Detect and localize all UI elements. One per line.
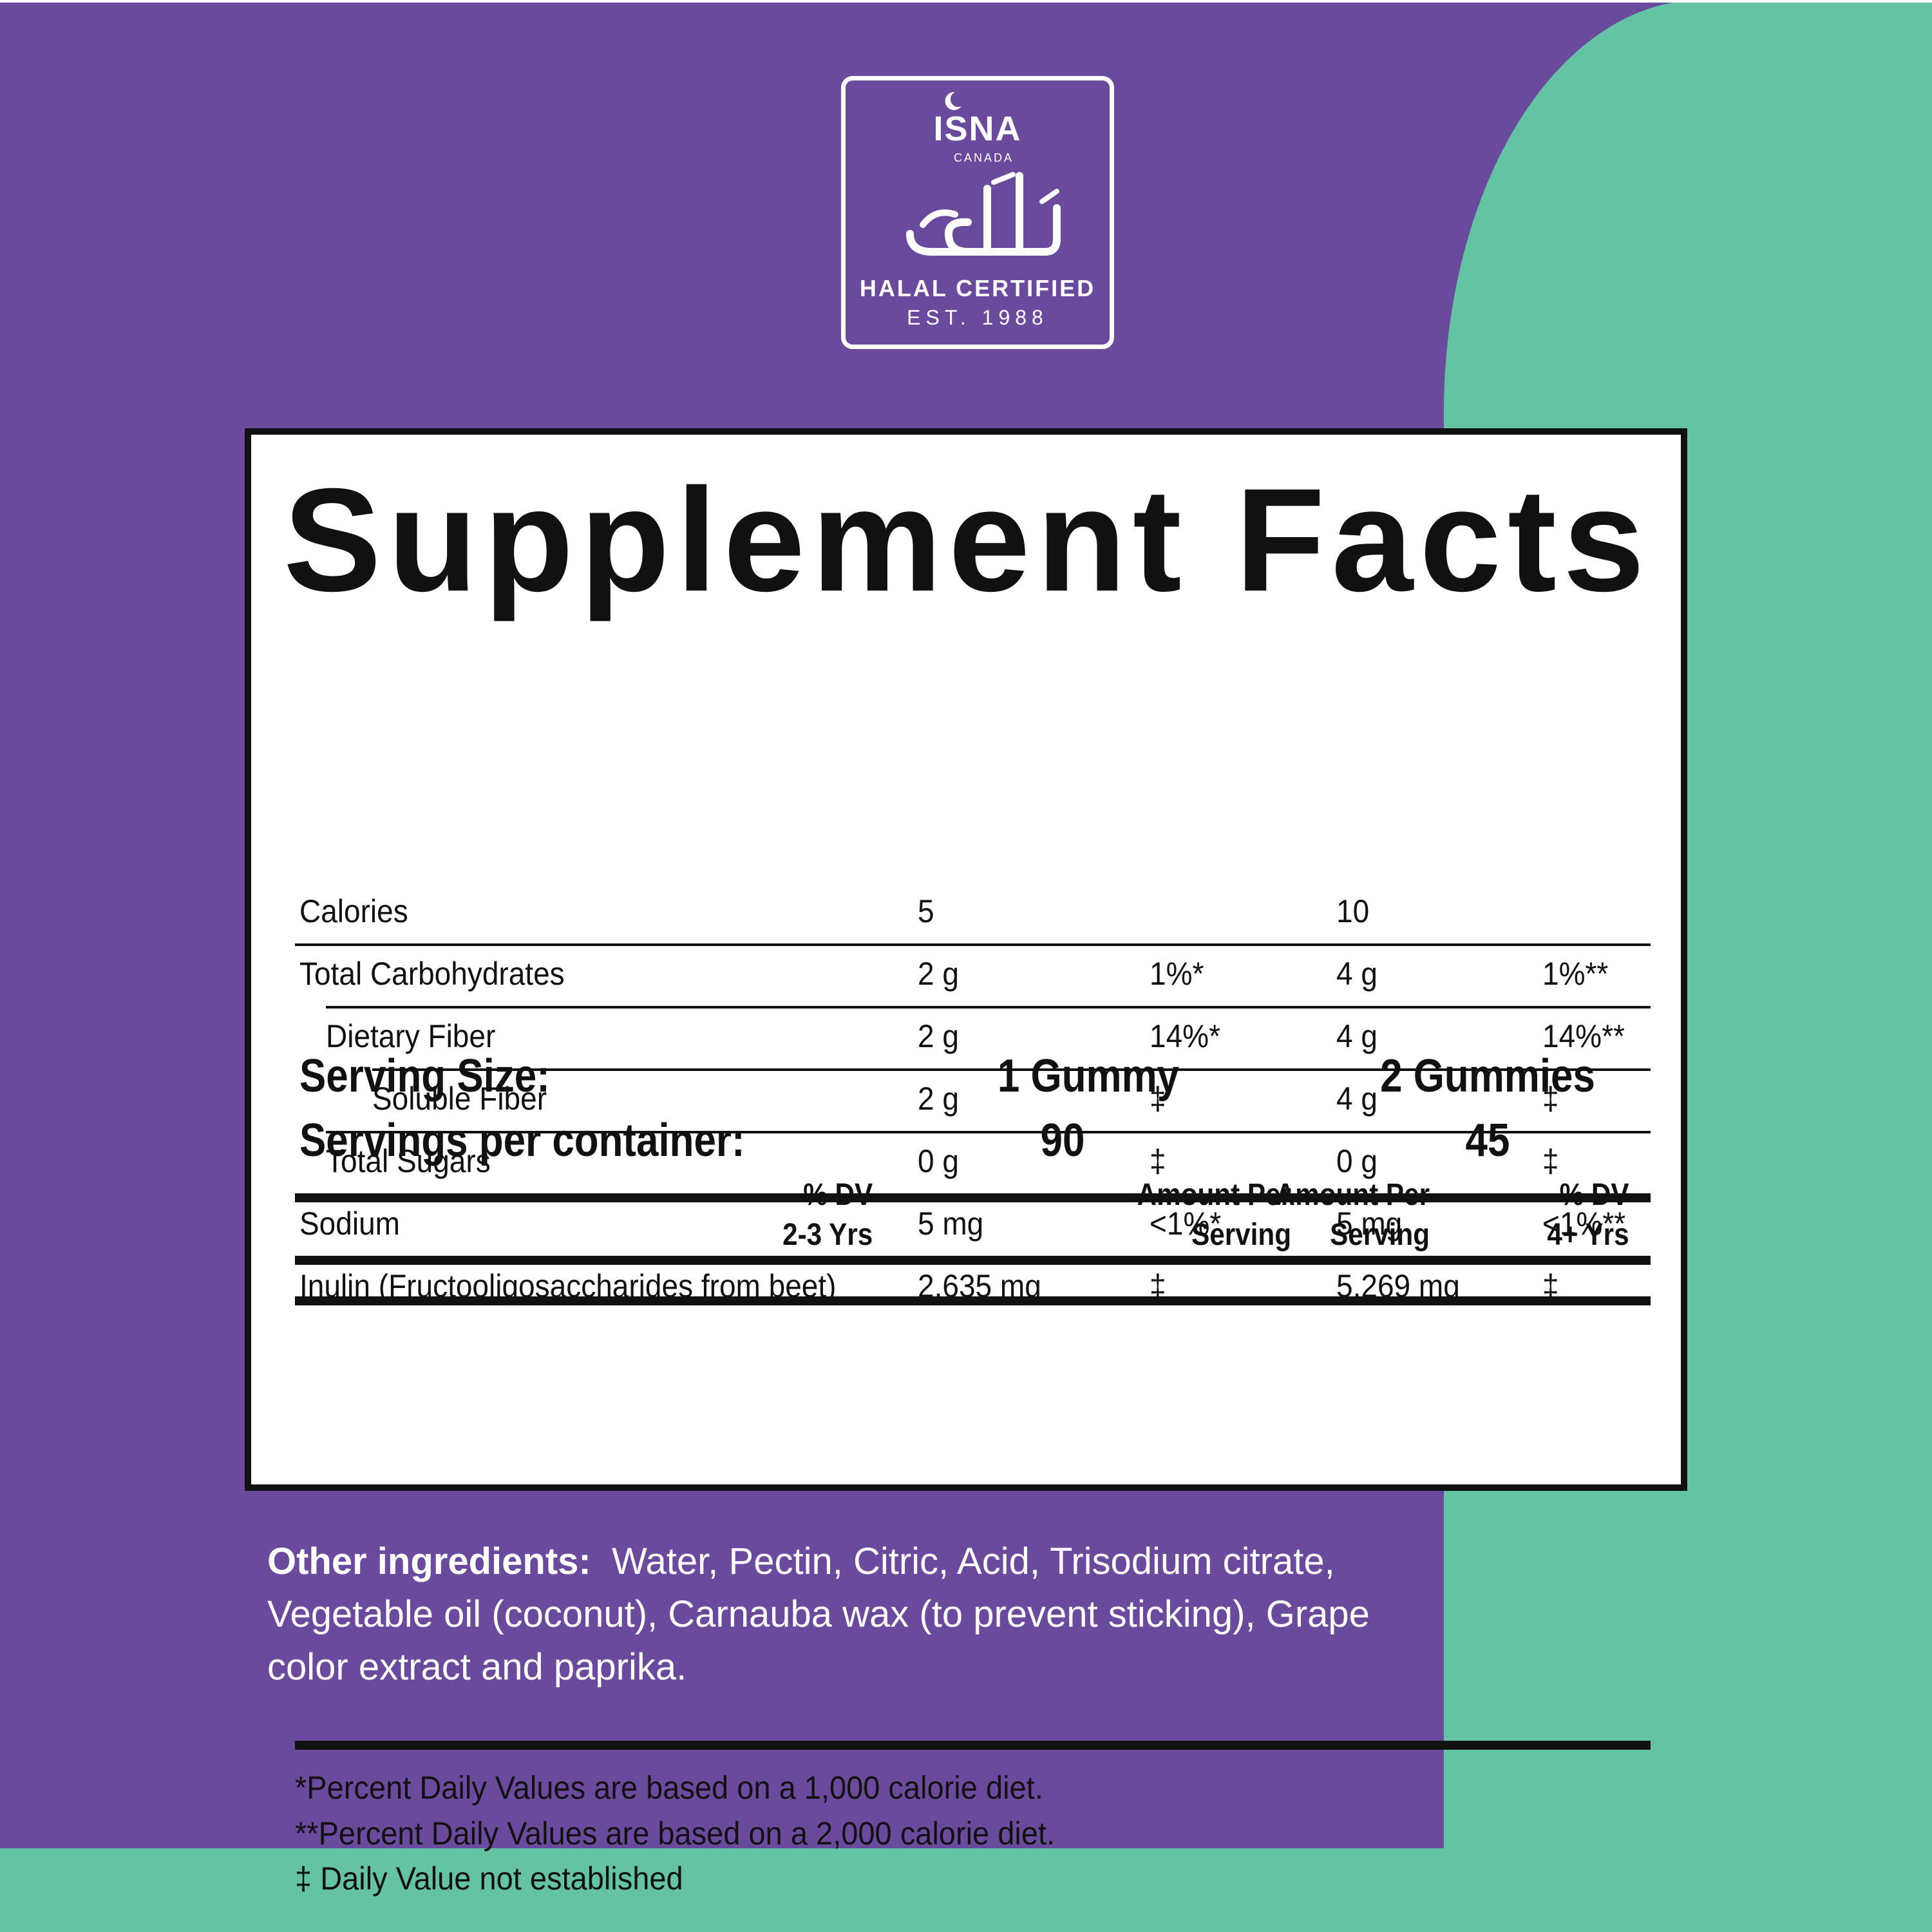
other-ingredients: Other ingredients: Water, Pectin, Citric…	[267, 1535, 1446, 1694]
crescent-moon-icon	[945, 91, 961, 110]
footnote-3: ‡ Daily Value not established	[295, 1861, 683, 1897]
row-amount-1: 2 g	[918, 956, 959, 992]
row-dv-2: ‡	[1542, 1268, 1559, 1304]
row-amount-2: 4 g	[1336, 1018, 1378, 1054]
row-amount-1: 0 g	[918, 1143, 959, 1179]
row-amount-1: 5	[918, 893, 934, 929]
row-dv-1: 14%*	[1150, 1018, 1220, 1054]
ingredients-label: Other ingredients:	[267, 1540, 591, 1582]
row-dv-1: ‡	[1150, 1268, 1166, 1304]
footnote-1: *Percent Daily Values are based on a 1,0…	[295, 1770, 1043, 1806]
row-dv-1: 1%*	[1150, 956, 1204, 992]
row-divider	[295, 1193, 1651, 1196]
row-name: Calories	[299, 893, 408, 929]
row-dv-1: ‡	[1150, 1081, 1166, 1117]
seal-est-text: EST. 1988	[907, 306, 1048, 329]
row-amount-2: 4 g	[1336, 956, 1378, 992]
serving-size-2: 2 Gummies	[1380, 1050, 1595, 1102]
row-name: Sodium	[299, 1206, 400, 1242]
row-amount-2: 4 g	[1336, 1081, 1378, 1117]
row-name: Inulin (Fructooligosaccharides from beet…	[299, 1268, 837, 1304]
thick-rule-bottom	[295, 1741, 1651, 1750]
supplement-facts-panel: Supplement Facts Serving Size: 1 Gummy 2…	[245, 428, 1687, 1897]
serving-size-label: Serving Size:	[299, 1050, 550, 1102]
seal-org: ISNA	[933, 109, 1022, 148]
row-dv-1: <1%*	[1150, 1206, 1222, 1242]
servings-1: 90	[1040, 1115, 1085, 1166]
row-divider	[326, 1006, 1651, 1009]
row-name: Dietary Fiber	[326, 1018, 496, 1054]
row-divider	[326, 1131, 1651, 1133]
row-name: Total Carbohydrates	[299, 956, 565, 992]
row-name: Total Sugars	[326, 1143, 491, 1179]
servings-per-container-label: Servings per container:	[299, 1115, 745, 1166]
seal-country: CANADA	[954, 151, 1014, 164]
row-amount-1: 2 g	[918, 1018, 959, 1054]
row-amount-1: 5 mg	[918, 1206, 984, 1242]
top-edge-strip	[0, 0, 1932, 3]
row-amount-2: 10	[1336, 893, 1370, 929]
row-dv-2: <1%**	[1542, 1206, 1626, 1242]
row-dv-2: ‡	[1542, 1143, 1559, 1179]
row-name: Soluble Fiber	[372, 1081, 547, 1117]
header-dv-1: % DV 2-3 Yrs	[782, 1178, 873, 1252]
row-amount-1: 2 g	[918, 1081, 959, 1117]
row-dv-1: ‡	[1150, 1143, 1166, 1179]
servings-2: 45	[1465, 1115, 1510, 1166]
row-divider	[295, 943, 1651, 946]
row-dv-2: 1%**	[1542, 956, 1609, 992]
row-dv-2: 14%**	[1542, 1018, 1625, 1054]
halal-certified-seal: ISNA CANADA HALAL CERTIFIED EST. 1988	[841, 76, 1114, 349]
row-amount-2: 0 g	[1336, 1143, 1378, 1179]
row-amount-1: 2,635 mg	[918, 1268, 1041, 1304]
serving-size-1: 1 Gummy	[997, 1050, 1180, 1102]
facts-title: Supplement Facts	[283, 459, 1651, 622]
row-divider	[295, 1256, 1651, 1265]
row-divider	[372, 1068, 1651, 1071]
footnote-2: **Percent Daily Values are based on a 2,…	[295, 1815, 1056, 1852]
seal-certified-text: HALAL CERTIFIED	[859, 275, 1096, 301]
arabic-halal-calligraphy-icon	[906, 172, 1061, 256]
row-amount-2: 5,269 mg	[1336, 1268, 1460, 1304]
row-amount-2: 5 mg	[1336, 1206, 1403, 1242]
row-dv-2: ‡	[1542, 1081, 1559, 1117]
ingredients-text: Water, Pectin, Citric, Acid, Trisodium c…	[267, 1540, 1370, 1688]
thick-rule-header	[295, 1296, 1651, 1305]
